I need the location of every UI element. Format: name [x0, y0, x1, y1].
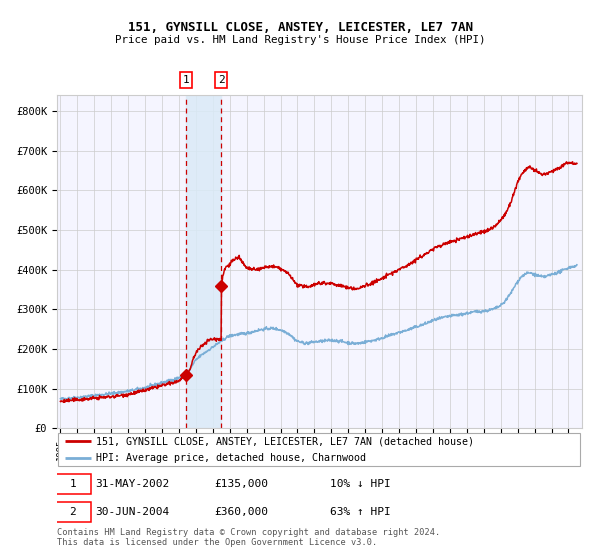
Text: £360,000: £360,000 [215, 507, 269, 517]
Text: Contains HM Land Registry data © Crown copyright and database right 2024.
This d: Contains HM Land Registry data © Crown c… [57, 528, 440, 547]
Text: 10% ↓ HPI: 10% ↓ HPI [330, 479, 391, 489]
Text: £135,000: £135,000 [215, 479, 269, 489]
Text: 2: 2 [218, 75, 224, 85]
Text: Price paid vs. HM Land Registry's House Price Index (HPI): Price paid vs. HM Land Registry's House … [115, 35, 485, 45]
FancyBboxPatch shape [55, 502, 91, 522]
Text: 1: 1 [182, 75, 190, 85]
Text: 63% ↑ HPI: 63% ↑ HPI [330, 507, 391, 517]
Text: 2: 2 [70, 507, 76, 517]
Text: 30-JUN-2004: 30-JUN-2004 [95, 507, 169, 517]
Text: 31-MAY-2002: 31-MAY-2002 [95, 479, 169, 489]
Text: 1: 1 [70, 479, 76, 489]
FancyBboxPatch shape [55, 474, 91, 494]
Bar [186, 95, 221, 428]
Text: 151, GYNSILL CLOSE, ANSTEY, LEICESTER, LE7 7AN: 151, GYNSILL CLOSE, ANSTEY, LEICESTER, L… [128, 21, 473, 34]
Text: 151, GYNSILL CLOSE, ANSTEY, LEICESTER, LE7 7AN (detached house): 151, GYNSILL CLOSE, ANSTEY, LEICESTER, L… [97, 436, 475, 446]
FancyBboxPatch shape [58, 433, 580, 466]
Text: HPI: Average price, detached house, Charnwood: HPI: Average price, detached house, Char… [97, 453, 367, 463]
